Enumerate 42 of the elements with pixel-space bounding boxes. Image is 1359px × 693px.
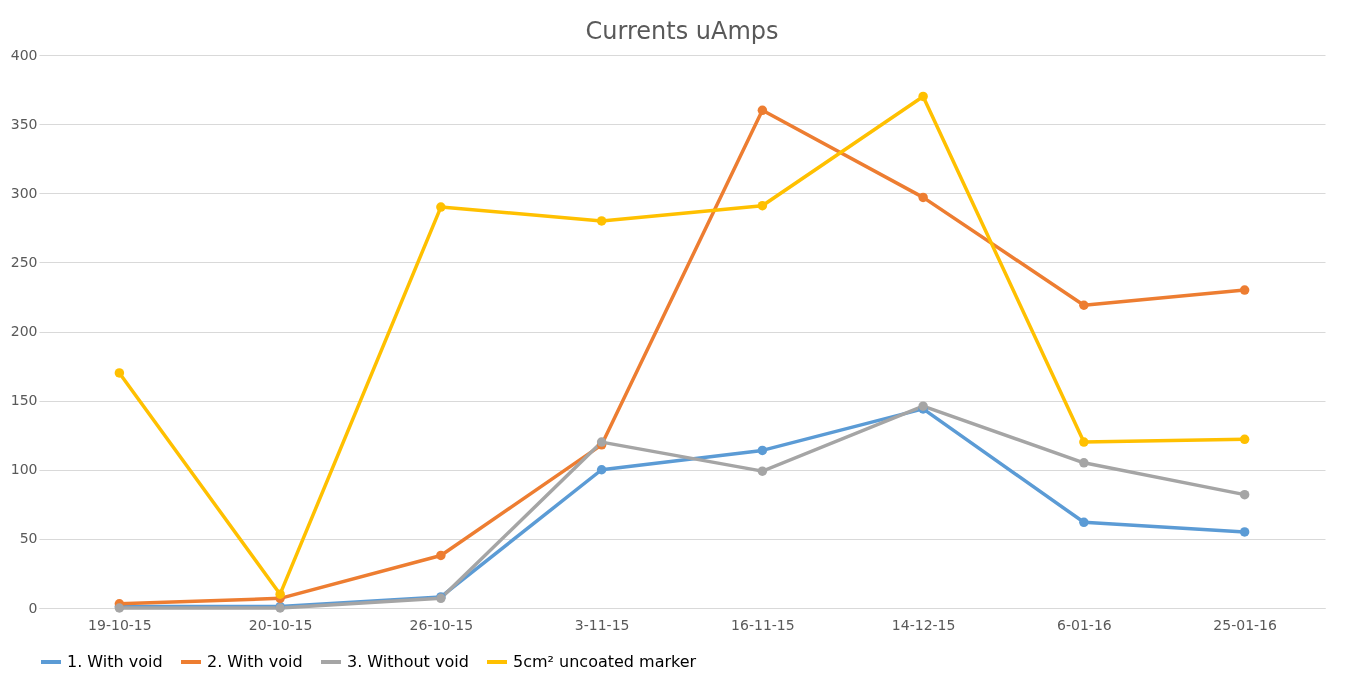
y-tick-label: 150 [10,392,38,409]
legend-label: 2. With void [207,652,303,671]
point [918,192,928,203]
point [1239,285,1250,295]
point [114,368,125,378]
y-tick-label: 50 [19,530,38,547]
chart-title: Currents uAmps [585,17,779,45]
point [757,105,768,116]
point [757,466,768,476]
point [1239,527,1250,537]
legend-label: 3. Without void [347,652,469,671]
legend-label: 1. With void [67,652,163,671]
point [757,445,768,456]
point [596,216,607,226]
x-tick-label: 6-01-16 [1057,616,1112,633]
point [1079,300,1089,310]
x-tick-label: 16-11-15 [731,616,795,633]
y-tick-label: 400 [10,46,38,63]
point [436,202,446,212]
point [1079,458,1089,468]
legend-label: 5cm² uncoated marker [513,652,697,671]
y-tick-label: 300 [10,184,38,201]
point [918,91,928,102]
y-tick-label: 0 [28,599,38,616]
y-tick-label: 200 [10,323,38,339]
point [596,465,607,475]
point [757,200,768,211]
x-tick-label: 19-10-15 [88,616,152,633]
x-tick-label: 14-12-15 [891,616,956,633]
y-tick-label: 350 [10,115,38,132]
point [436,550,446,561]
point [1079,437,1089,447]
x-tick-label: 26-10-15 [409,616,474,633]
x-tick-label: 25-01-16 [1213,616,1277,633]
point [1079,517,1089,528]
point [1239,434,1250,445]
x-tick-label: 3-11-15 [574,616,630,633]
x-tick-label: 20-10-15 [248,616,313,633]
y-tick-label: 100 [10,461,38,478]
y-tick-label: 250 [10,253,38,270]
point [1239,489,1250,500]
point [275,589,285,599]
